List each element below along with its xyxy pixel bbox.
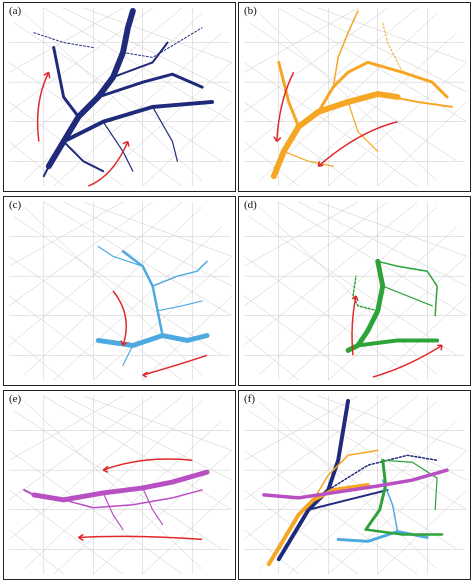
route-network-orange bbox=[266, 449, 379, 567]
street-network bbox=[244, 201, 467, 381]
panel-label-c: (c) bbox=[8, 199, 23, 212]
route-network-green bbox=[364, 458, 444, 536]
map-f bbox=[244, 395, 467, 575]
map-panel-d: (d) bbox=[238, 196, 471, 386]
flow-arrows bbox=[273, 71, 398, 167]
street-network bbox=[9, 201, 232, 381]
map-panel-f: (f) bbox=[238, 390, 471, 580]
street-network bbox=[244, 395, 467, 575]
map-panel-c: (c) bbox=[3, 196, 236, 386]
flow-arrows bbox=[78, 458, 203, 542]
map-c bbox=[9, 201, 232, 381]
map-e bbox=[9, 395, 232, 575]
route-network bbox=[345, 258, 440, 353]
flow-arrows bbox=[112, 290, 208, 378]
panel-label-a: (a) bbox=[8, 5, 23, 18]
route-network bbox=[23, 469, 210, 531]
map-d bbox=[244, 201, 467, 381]
panel-label-f: (f) bbox=[243, 393, 256, 406]
panel-label-e: (e) bbox=[8, 393, 23, 406]
route-network bbox=[95, 245, 210, 366]
map-a bbox=[9, 7, 232, 187]
map-panel-e: (e) bbox=[3, 390, 236, 580]
street-network bbox=[9, 395, 232, 575]
route-network bbox=[270, 10, 453, 180]
panel-label-d: (d) bbox=[243, 199, 258, 212]
route-network-purple bbox=[262, 468, 449, 500]
panel-label-b: (b) bbox=[243, 5, 258, 18]
map-panel-a: (a) bbox=[3, 2, 236, 192]
street-network bbox=[9, 7, 232, 187]
map-b bbox=[244, 7, 467, 187]
flow-arrows bbox=[36, 71, 130, 187]
flow-arrows bbox=[351, 295, 443, 378]
map-panel-b: (b) bbox=[238, 2, 471, 192]
